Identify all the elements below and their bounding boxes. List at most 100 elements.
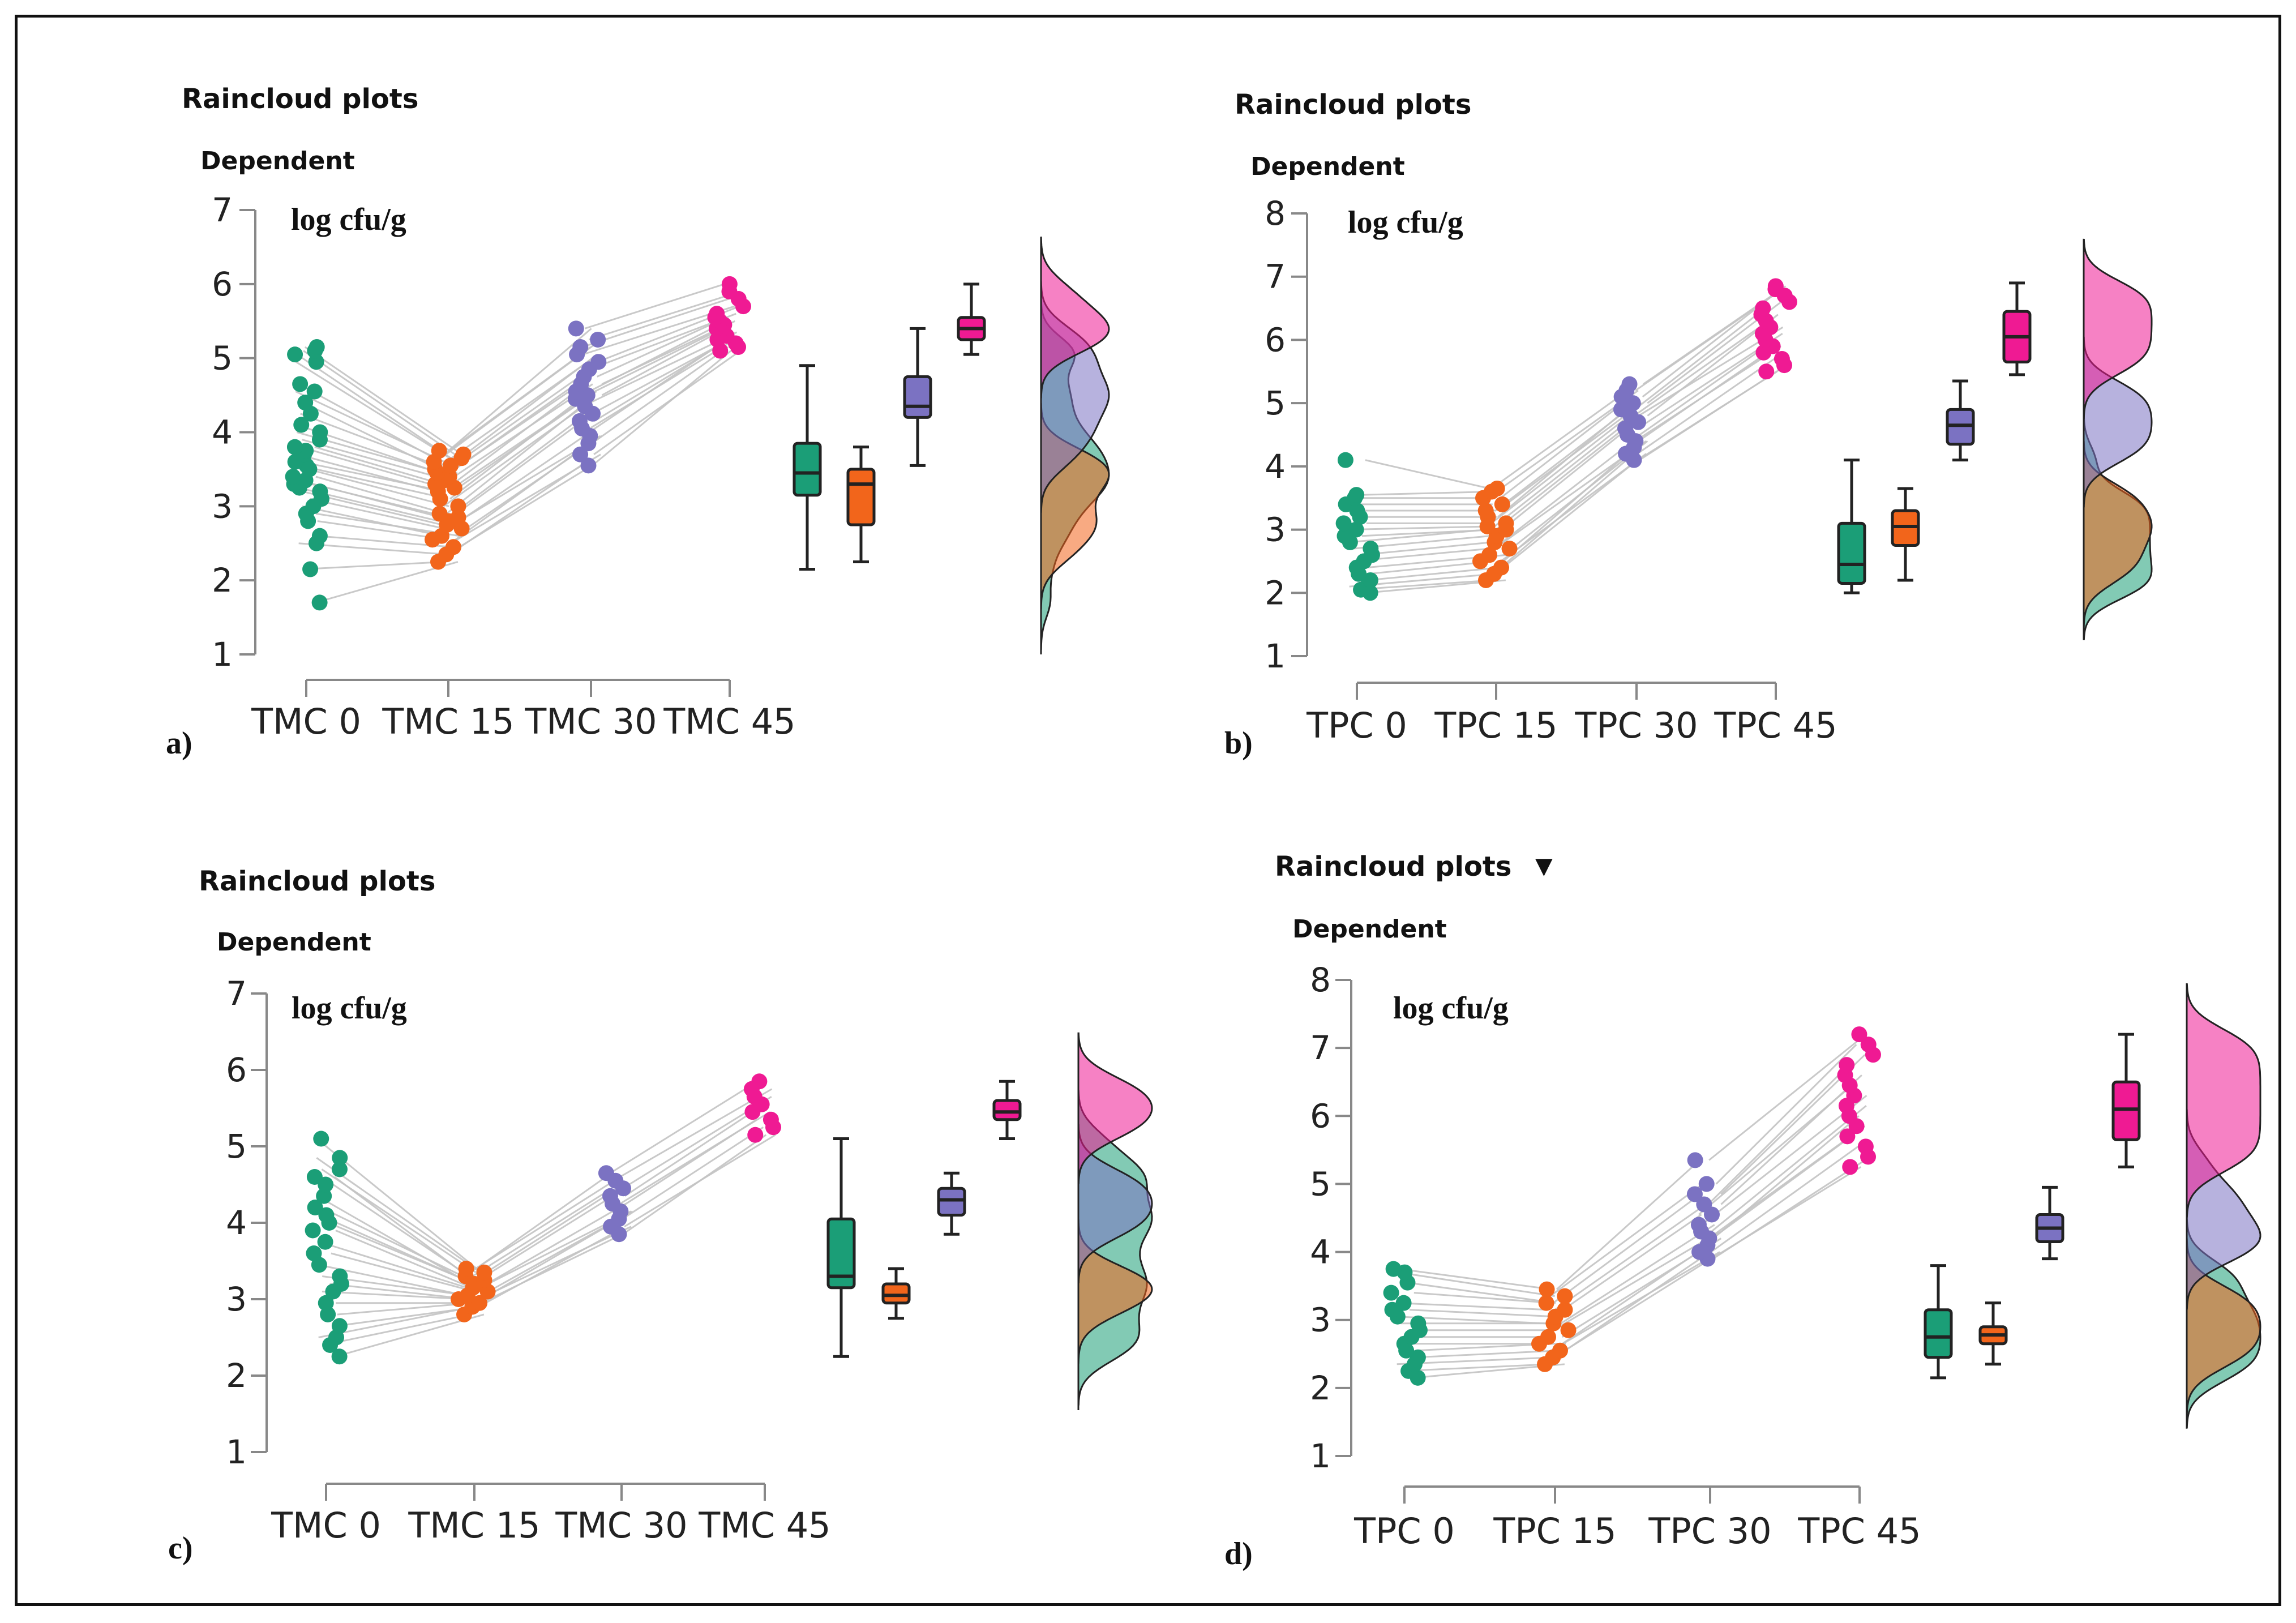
panel-c-connector-line bbox=[335, 1313, 485, 1358]
panel-c-connector-line bbox=[335, 1230, 472, 1289]
panel-c-box-1 bbox=[881, 1282, 911, 1305]
panel-b-point-1 bbox=[1494, 496, 1510, 512]
panel-d-ytick-label-3: 4 bbox=[1310, 1233, 1331, 1271]
panel-c-connector-line bbox=[472, 1195, 614, 1285]
panel-b-point-0 bbox=[1348, 487, 1365, 503]
panel-a-ytick-label-5: 6 bbox=[212, 265, 233, 303]
panel-b-ytick-label-6: 7 bbox=[1265, 258, 1286, 296]
panel-a-connector-line bbox=[299, 464, 448, 500]
panel-a-ytick-label-6: 7 bbox=[212, 191, 233, 229]
panel-d-unit-label: log cfu/g bbox=[1393, 991, 1509, 1026]
panel-a-point-3 bbox=[709, 306, 725, 322]
panel-d-connector-line bbox=[1711, 1105, 1867, 1232]
panel-c-connector-line bbox=[331, 1252, 475, 1292]
panel-b-point-1 bbox=[1498, 515, 1514, 532]
panel-d-point-1 bbox=[1557, 1301, 1573, 1318]
panel-c-title: Raincloud plots bbox=[199, 866, 435, 897]
panel-a-ytick-label-1: 2 bbox=[212, 561, 233, 599]
panel-a-point-1 bbox=[450, 498, 466, 515]
panel-c-point-2 bbox=[602, 1188, 618, 1204]
panel-c-ytick-label-1: 2 bbox=[226, 1356, 247, 1395]
panel-d-xtick-0: TPC 0 bbox=[1353, 1510, 1455, 1552]
panel-d-connector-line bbox=[1708, 1033, 1867, 1161]
panel-d-connector-line bbox=[1397, 1302, 1548, 1311]
panel-b-connector-line bbox=[1367, 567, 1500, 581]
panel-c-box-2 bbox=[937, 1187, 966, 1217]
panel-b-connector-line bbox=[1494, 459, 1638, 575]
panel-b-point-2 bbox=[1613, 401, 1629, 418]
panel-c-point-0 bbox=[317, 1234, 333, 1250]
panel-a-point-3 bbox=[721, 276, 738, 292]
panel-a-connector-line bbox=[317, 520, 447, 541]
panel-a-point-0 bbox=[312, 483, 328, 500]
panel-b-unit-label: log cfu/g bbox=[1348, 205, 1463, 240]
panel-b-connector-line bbox=[1350, 525, 1489, 531]
panel-a-point-0 bbox=[287, 346, 303, 363]
panel-b-point-0 bbox=[1335, 515, 1352, 532]
panel-a-xtick-2: TMC 30 bbox=[524, 701, 657, 742]
panel-a-connector-line bbox=[297, 453, 438, 493]
panel-b-point-1 bbox=[1501, 541, 1518, 557]
panel-d-point-3 bbox=[1851, 1026, 1867, 1043]
panel-c-box-0 bbox=[826, 1217, 856, 1290]
panel-a-connector-line bbox=[301, 439, 451, 481]
panel-a-point-2 bbox=[590, 354, 607, 370]
panel-d-point-1 bbox=[1540, 1329, 1556, 1345]
panel-c-connector-line bbox=[316, 1157, 481, 1273]
panel-c: Raincloud plots Dependent log cfu/g c) 1… bbox=[168, 866, 1153, 1566]
panel-d-point-0 bbox=[1384, 1301, 1400, 1318]
panel-c-point-3 bbox=[763, 1111, 779, 1128]
panel-d-box-3 bbox=[2111, 1080, 2141, 1141]
panel-a-connector-line bbox=[584, 283, 725, 329]
panel-a-connector-line bbox=[303, 401, 439, 470]
panel-b-point-0 bbox=[1363, 541, 1379, 557]
panel-a-point-0 bbox=[306, 383, 323, 400]
panel-c-ytick-label-3: 4 bbox=[226, 1204, 247, 1242]
panel-d-dropdown-icon[interactable]: ▼ bbox=[1535, 853, 1553, 879]
panel-a-unit-label: log cfu/g bbox=[291, 202, 406, 237]
panel-d-point-0 bbox=[1395, 1295, 1412, 1311]
panel-b-point-0 bbox=[1337, 452, 1353, 468]
panel-b-connector-line bbox=[1491, 383, 1637, 490]
panel-b-connector-line bbox=[1627, 326, 1784, 423]
panel-d-connector-line bbox=[1720, 1074, 1862, 1205]
panel-c-xtick-2: TMC 30 bbox=[555, 1505, 687, 1546]
panel-a-connector-line bbox=[591, 346, 729, 444]
panel-c-connector-line bbox=[610, 1080, 758, 1174]
panel-b-point-3 bbox=[1767, 278, 1784, 294]
panel-a-connector-line bbox=[295, 361, 456, 463]
panel-c-connector-line bbox=[336, 1306, 478, 1327]
panel-d-connector-line bbox=[1549, 1183, 1703, 1297]
panel-a-connector-line bbox=[444, 453, 601, 548]
panel-c-connector-line bbox=[319, 1241, 468, 1289]
panel-a-connector-line bbox=[446, 420, 583, 522]
panel-b-point-1 bbox=[1489, 480, 1505, 496]
panel-c-point-0 bbox=[307, 1200, 323, 1215]
panel-d-ytick-label-0: 1 bbox=[1310, 1437, 1331, 1475]
panel-d-connector-line bbox=[1556, 1159, 1700, 1290]
panel-a-connector-line bbox=[579, 327, 723, 400]
panel-c-point-0 bbox=[305, 1222, 321, 1239]
panel-a-connector-line bbox=[314, 446, 442, 485]
panel-d-label: d) bbox=[1224, 1536, 1253, 1571]
panel-a-point-0 bbox=[311, 594, 328, 611]
panel-c-connector-line bbox=[612, 1088, 773, 1182]
panel-c-connector-line bbox=[321, 1168, 477, 1273]
panel-a-connector-line bbox=[592, 335, 737, 415]
panel-b-xtick-0: TPC 0 bbox=[1306, 705, 1407, 746]
panel-b-connector-line bbox=[1493, 427, 1629, 537]
figure-frame: Raincloud plots Dependent log cfu/g a) 1… bbox=[15, 15, 2281, 1606]
panel-b-dependent-label: Dependent bbox=[1250, 152, 1405, 181]
panel-a-connector-line bbox=[315, 476, 446, 515]
panel-a-connector-line bbox=[588, 290, 741, 341]
panel-a-point-0 bbox=[302, 561, 319, 577]
panel-d: Raincloud plots ▼ Dependent log cfu/g d)… bbox=[1224, 851, 2261, 1571]
panel-a-connector-line bbox=[443, 405, 584, 507]
panel-b-point-1 bbox=[1481, 547, 1497, 563]
panel-b-connector-line bbox=[1494, 402, 1637, 512]
panel-a-point-0 bbox=[286, 439, 303, 455]
panel-c-connector-line bbox=[622, 1126, 764, 1220]
panel-a-ytick-label-4: 5 bbox=[212, 339, 233, 378]
raincloud-figure: Raincloud plots Dependent log cfu/g a) 1… bbox=[166, 83, 2261, 1571]
panel-b-connector-line bbox=[1490, 415, 1630, 524]
